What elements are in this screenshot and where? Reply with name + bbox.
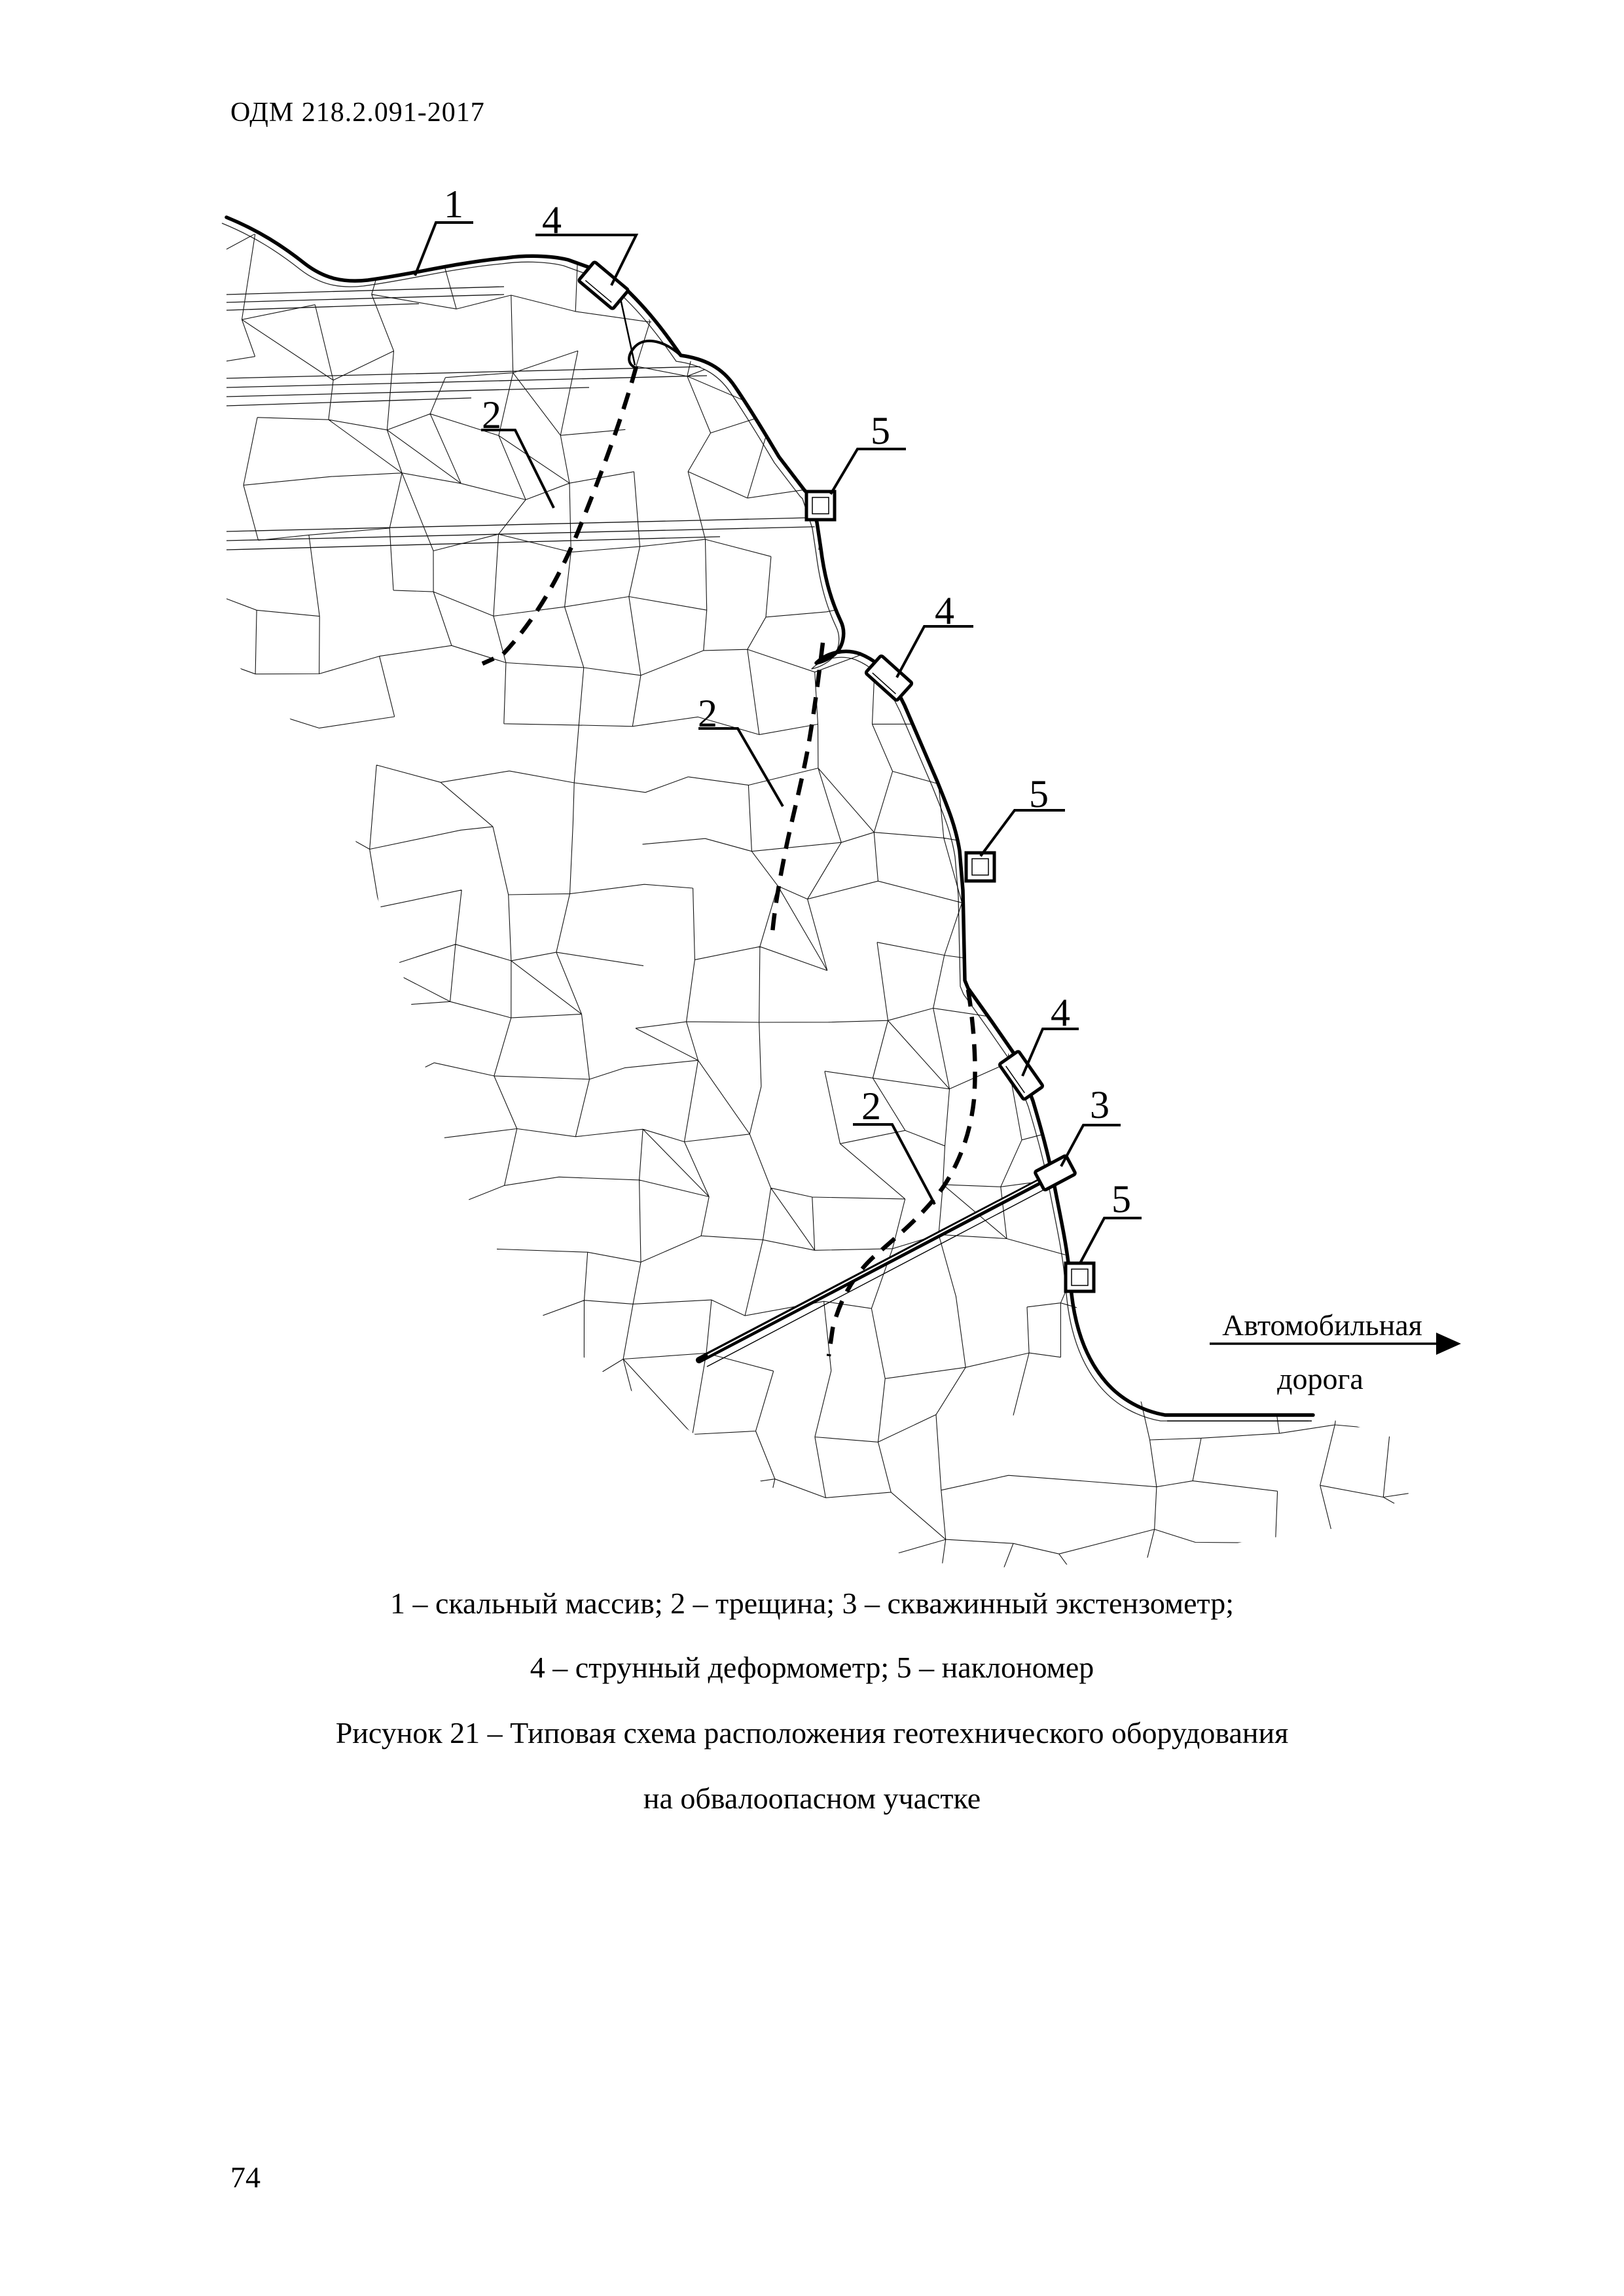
marker-string-deformometer-2-label: 4 — [935, 589, 954, 632]
marker-inclinometer-1: 5 — [829, 409, 906, 495]
page-header: ОДМ 218.2.091-2017 — [230, 98, 485, 128]
marker-string-deformometer-1-leader-line — [535, 234, 639, 286]
road-label-line1: Автомобильная — [1222, 1308, 1422, 1342]
inclinometer-3 — [1064, 1261, 1096, 1293]
crack-line-2 — [770, 642, 825, 933]
marker-crack-1-label: 2 — [482, 393, 501, 437]
cracks-group — [481, 366, 977, 1357]
figure-legend-line2: 4 – струнный деформометр; 5 – наклономер — [530, 1651, 1094, 1684]
marker-inclinometer-1-leader-line — [829, 448, 906, 495]
callout-markers: 1 4 2 5 4 2 5 4 3 5 2 — [414, 183, 1142, 1264]
inclinometer-1 — [804, 490, 837, 522]
marker-string-deformometer-2: 4 — [895, 589, 973, 678]
slope-face-offset-line — [221, 223, 1308, 1422]
borehole-extensometer — [696, 1154, 1077, 1367]
marker-borehole-extensometer-label: 3 — [1090, 1083, 1110, 1126]
road-label-line2: дорога — [1277, 1362, 1363, 1395]
road-direction-arrow-icon — [1436, 1333, 1461, 1355]
marker-crack-3-leader-line — [853, 1123, 936, 1205]
marker-crack-2-label: 2 — [698, 692, 717, 735]
marker-inclinometer-2-label: 5 — [1029, 772, 1049, 816]
slope-face-outline — [225, 215, 1315, 1417]
marker-crack-3: 2 — [853, 1085, 936, 1205]
road-label-group: Автомобильная дорога — [1210, 1308, 1461, 1395]
crack-1-solid-start — [619, 295, 636, 366]
marker-crack-1: 2 — [481, 393, 555, 509]
marker-string-deformometer-2-leader-line — [895, 625, 973, 678]
marker-inclinometer-3-label: 5 — [1111, 1177, 1131, 1221]
detached-block-outline — [628, 339, 682, 369]
marker-string-deformometer-3-label: 4 — [1051, 991, 1070, 1034]
marker-inclinometer-2: 5 — [979, 772, 1065, 857]
figure-legend-line1: 1 – скальный массив; 2 – трещина; 3 – ск… — [389, 1587, 1234, 1620]
marker-rock-mass-leader-line — [414, 221, 473, 276]
marker-crack-3-label: 2 — [861, 1085, 881, 1128]
marker-inclinometer-3: 5 — [1079, 1177, 1142, 1264]
figure-caption-line2: на обвалоопасном участке — [643, 1782, 981, 1815]
marker-string-deformometer-3: 4 — [1021, 991, 1079, 1077]
marker-borehole-extensometer-leader-line — [1060, 1124, 1121, 1167]
marker-rock-mass-label: 1 — [444, 183, 463, 226]
marker-string-deformometer-3-leader-line — [1021, 1028, 1079, 1077]
crack-line-1 — [481, 366, 639, 666]
inclinometer-2 — [964, 851, 996, 883]
marker-string-deformometer-1: 4 — [535, 198, 639, 286]
marker-rock-mass: 1 — [414, 183, 473, 276]
marker-inclinometer-3-leader-line — [1079, 1217, 1142, 1264]
marker-string-deformometer-1-label: 4 — [542, 198, 562, 242]
marker-borehole-extensometer: 3 — [1060, 1083, 1121, 1167]
string-deformometer-1 — [577, 260, 630, 310]
string-deformometer-3 — [998, 1050, 1044, 1101]
bedding-lines — [226, 286, 839, 550]
figure-caption-line1: Рисунок 21 – Типовая схема расположения … — [335, 1716, 1289, 1749]
string-deformometer-2 — [864, 654, 914, 702]
marker-inclinometer-1-label: 5 — [871, 409, 890, 452]
marker-crack-1-leader-line — [481, 429, 555, 509]
crack-line-3 — [826, 989, 977, 1357]
page-number: 74 — [230, 2161, 261, 2194]
marker-crack-2: 2 — [698, 692, 784, 808]
marker-inclinometer-2-leader-line — [979, 809, 1065, 857]
rock-fracture-texture — [226, 217, 1409, 1568]
marker-crack-2-leader-line — [698, 727, 784, 808]
extensometer-head — [1034, 1154, 1077, 1192]
